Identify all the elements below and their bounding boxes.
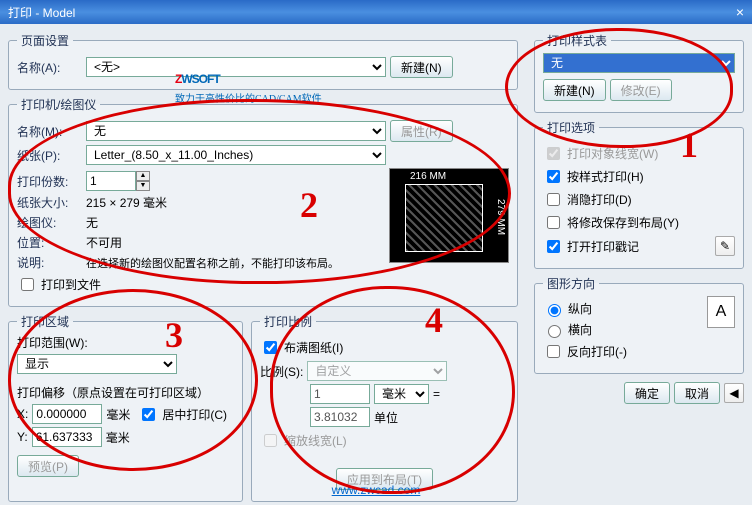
location-value: 不可用 [86, 234, 122, 251]
close-icon[interactable]: × [736, 4, 744, 20]
paper-preview: 216 MM 279 MM [389, 168, 509, 263]
preview-dim-width: 216 MM [410, 171, 446, 182]
paper-select[interactable]: Letter_(8.50_x_11.00_Inches) [86, 145, 386, 165]
opt-lineweight-checkbox [547, 147, 560, 160]
printer-prop-button[interactable]: 属性(R) [390, 120, 453, 142]
copies-spinner[interactable]: ▲▼ [86, 171, 150, 191]
location-label: 位置: [17, 234, 82, 251]
opt-bystyle-checkbox[interactable] [547, 170, 560, 183]
scale-denom-input[interactable] [310, 407, 370, 427]
print-to-file-checkbox[interactable] [21, 278, 34, 291]
papersize-label: 纸张大小: [17, 194, 82, 211]
copies-label: 打印份数: [17, 173, 82, 190]
printer-name-label: 名称(M): [17, 123, 82, 140]
ok-button[interactable]: 确定 [624, 382, 670, 404]
portrait-label: 纵向 [568, 300, 592, 317]
opt-save-label: 将修改保存到布局(Y) [567, 214, 679, 231]
landscape-radio[interactable] [548, 325, 561, 338]
plotter-label: 绘图仪: [17, 214, 82, 231]
expand-icon[interactable]: ◀ [724, 383, 744, 403]
range-label: 打印范围(W): [17, 334, 234, 351]
preview-button[interactable]: 预览(P) [17, 455, 79, 477]
print-dialog: 打印 - Model × 页面设置 名称(A): <无> 新建(N) 打印机/绘… [0, 0, 752, 505]
copies-up-icon[interactable]: ▲ [136, 171, 150, 181]
area-legend: 打印区域 [17, 313, 73, 330]
window-title: 打印 - Model [8, 4, 75, 21]
options-legend: 打印选项 [543, 119, 599, 136]
preview-dim-height: 279 MM [495, 199, 506, 235]
orientation-icon: A [707, 296, 735, 328]
style-legend: 打印样式表 [543, 32, 611, 49]
range-select[interactable]: 显示 [17, 354, 177, 374]
printer-group: 打印机/绘图仪 名称(M): 无 属性(R) 纸张(P): Letter_(8.… [8, 96, 518, 307]
y-input[interactable] [32, 427, 102, 447]
opt-hide-checkbox[interactable] [547, 193, 560, 206]
fit-label: 布满图纸(I) [284, 339, 343, 356]
stamp-icon[interactable]: ✎ [715, 236, 735, 256]
pagesetup-new-button[interactable]: 新建(N) [390, 56, 453, 78]
scale-legend: 打印比例 [260, 313, 316, 330]
style-new-button[interactable]: 新建(N) [543, 79, 606, 101]
center-checkbox[interactable] [142, 408, 155, 421]
print-area-group: 打印区域 打印范围(W): 显示 打印偏移（原点设置在可打印区域） X: 毫米 … [8, 313, 243, 502]
titlebar: 打印 - Model × [0, 0, 752, 24]
desc-label: 说明: [17, 254, 82, 271]
page-setup-legend: 页面设置 [17, 32, 73, 49]
eq-label: = [433, 387, 440, 401]
scale-unit-select[interactable]: 毫米 [374, 384, 429, 404]
style-edit-button[interactable]: 修改(E) [610, 79, 672, 101]
scale-lw-label: 缩放线宽(L) [284, 432, 347, 449]
paper-label: 纸张(P): [17, 147, 82, 164]
print-scale-group: 打印比例 布满图纸(I) 比例(S): 自定义 毫米 = 单位 [251, 313, 518, 502]
fit-checkbox[interactable] [264, 341, 277, 354]
x-input[interactable] [32, 404, 102, 424]
x-unit: 毫米 [106, 406, 130, 423]
pagesetup-name-label: 名称(A): [17, 59, 82, 76]
printer-legend: 打印机/绘图仪 [17, 96, 100, 113]
cancel-button[interactable]: 取消 [674, 382, 720, 404]
opt-stamp-checkbox[interactable] [547, 240, 560, 253]
opt-save-checkbox[interactable] [547, 216, 560, 229]
plot-style-group: 打印样式表 无 新建(N) 修改(E) [534, 32, 744, 113]
x-label: X: [17, 407, 28, 421]
opt-hide-label: 消隐打印(D) [567, 191, 632, 208]
denom-unit: 单位 [374, 409, 398, 426]
ratio-label: 比例(S): [260, 363, 303, 380]
reverse-label: 反向打印(-) [567, 343, 627, 360]
plotter-value: 无 [86, 214, 98, 231]
orientation-group: 图形方向 纵向 横向 反向打印(-) A [534, 275, 744, 374]
ratio-select[interactable]: 自定义 [307, 361, 447, 381]
print-options-group: 打印选项 打印对象线宽(W) 按样式打印(H) 消隐打印(D) 将修改保存到布局… [534, 119, 744, 269]
opt-lineweight-label: 打印对象线宽(W) [567, 145, 658, 162]
style-select[interactable]: 无 [543, 53, 735, 73]
y-unit: 毫米 [106, 429, 130, 446]
reverse-checkbox[interactable] [547, 345, 560, 358]
preview-sheet [405, 184, 483, 252]
scale-num-input[interactable] [310, 384, 370, 404]
opt-bystyle-label: 按样式打印(H) [567, 168, 644, 185]
printer-name-select[interactable]: 无 [86, 121, 386, 141]
papersize-value: 215 × 279 毫米 [86, 194, 167, 211]
copies-down-icon[interactable]: ▼ [136, 181, 150, 191]
desc-value: 在选择新的绘图仪配置名称之前，不能打印该布局。 [86, 255, 339, 271]
portrait-radio[interactable] [548, 304, 561, 317]
center-label: 居中打印(C) [162, 406, 227, 423]
y-label: Y: [17, 430, 28, 444]
scale-lw-checkbox [264, 434, 277, 447]
opt-stamp-label: 打开打印戳记 [567, 238, 639, 255]
website-link[interactable]: www.zwcad.com [332, 483, 421, 497]
orient-legend: 图形方向 [543, 275, 599, 292]
landscape-label: 横向 [568, 321, 592, 338]
print-to-file-label: 打印到文件 [41, 276, 101, 293]
zwsoft-logo: ZWSOFT 致力于高性价比的CAD/CAM软件 [175, 58, 322, 105]
offset-legend: 打印偏移（原点设置在可打印区域） [17, 384, 234, 401]
copies-input[interactable] [86, 171, 136, 191]
